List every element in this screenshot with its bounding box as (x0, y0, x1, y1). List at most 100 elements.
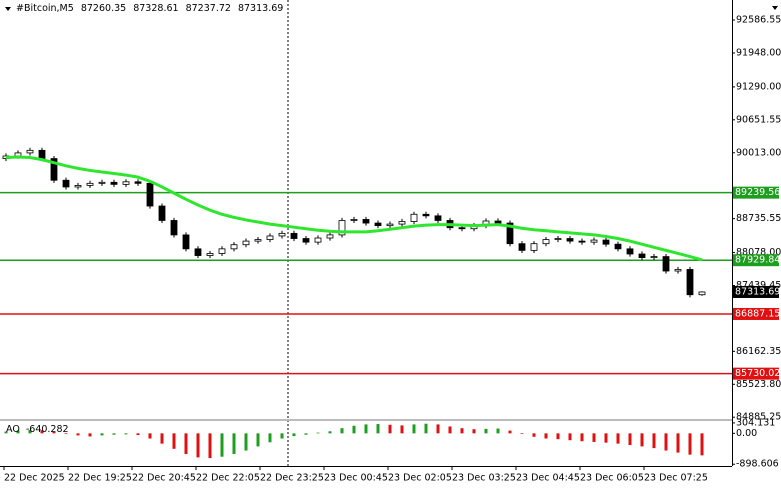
level-label: 85730.02 (735, 368, 780, 379)
candle-body (518, 243, 526, 251)
candle-body (458, 227, 466, 230)
candle-body (98, 181, 106, 184)
current-price-box (733, 285, 779, 298)
candle-body (410, 213, 418, 222)
candle-body (314, 237, 322, 243)
candle-body (218, 248, 226, 254)
level-label: 87929.84 (735, 255, 780, 266)
ao-bar (604, 433, 608, 443)
current-price-label: 87313.69 (735, 286, 780, 297)
candle-body (62, 179, 70, 188)
x-tick-label: 23 Dec 07:25 (644, 473, 708, 484)
ao-tick-label: 0.00 (736, 428, 757, 439)
candle-body (638, 253, 646, 259)
x-tick-label: 23 Dec 03:25 (452, 473, 516, 484)
ao-tick-label: -898.606 (736, 459, 779, 470)
panel-divider (0, 419, 732, 421)
candle-body (674, 269, 682, 272)
y-tick-label: 91948.00 (736, 47, 781, 58)
candle-body (110, 181, 118, 185)
ao-bar (136, 433, 140, 436)
ao-bar (508, 430, 512, 434)
ao-bar (640, 433, 644, 447)
ao-bar (40, 430, 44, 434)
ao-tick-label: 304.131 (736, 417, 775, 428)
x-tick-label: 22 Dec 20:45 (132, 473, 196, 484)
ao-bar (256, 433, 260, 447)
y-tick-label: 86162.35 (736, 346, 781, 357)
ao-value: -640.282 (25, 424, 69, 435)
ao-bar (160, 433, 164, 444)
moving-average (5, 155, 703, 262)
candle-body (290, 232, 298, 239)
ao-bar (4, 431, 8, 434)
ao-bar (436, 424, 440, 434)
level-label-box (733, 254, 779, 267)
x-tick-label: 23 Dec 04:45 (516, 473, 580, 484)
candle-body (86, 182, 94, 186)
ao-bar (304, 433, 308, 435)
ao-bar (460, 428, 464, 434)
candle-body (134, 181, 142, 184)
ao-bar (544, 433, 548, 439)
ao-bar (616, 433, 620, 444)
symbol-title: #Bitcoin,M5 (16, 3, 74, 14)
ao-bar (352, 425, 356, 434)
ao-bar (472, 429, 476, 434)
candle-body (170, 220, 178, 236)
ao-bar (568, 433, 572, 441)
candle-body (566, 238, 574, 242)
candle-body (602, 239, 610, 245)
ao-bar (196, 433, 200, 458)
ao-bar (556, 433, 560, 440)
ao-bar (76, 433, 80, 436)
ao-bar (532, 433, 536, 437)
ao-bar (244, 433, 248, 451)
ao-bar (52, 431, 56, 434)
candle-body (242, 240, 250, 246)
scroll-arrow[interactable] (772, 6, 778, 10)
candle-body (26, 149, 34, 154)
candle-body (182, 234, 190, 250)
ao-bar (652, 433, 656, 449)
ao-bar (292, 433, 296, 437)
menu-arrow[interactable] (5, 7, 11, 11)
header-close: 87313.69 (237, 3, 284, 14)
candle-body (158, 205, 166, 221)
ao-bar (484, 428, 488, 434)
ao-bar (628, 433, 632, 446)
candle-body (554, 238, 562, 240)
candle-body (74, 185, 82, 188)
candle-body (506, 222, 514, 245)
candle-body (350, 219, 358, 221)
header-open: 87260.35 (80, 3, 127, 14)
candle-body (662, 256, 670, 272)
candle-body (230, 244, 238, 250)
candle-body (374, 222, 382, 227)
candle-body (626, 248, 634, 255)
candle-body (686, 269, 694, 296)
ao-header: AO -640.282 (6, 424, 72, 435)
candle-body (362, 219, 370, 224)
candle-body (386, 223, 394, 227)
candle-body (326, 234, 334, 239)
x-tick-label: 22 Dec 19:25 (68, 473, 132, 484)
y-tick-label: 85523.80 (736, 379, 781, 390)
candle-body (494, 220, 502, 224)
candle-body (122, 181, 130, 185)
candle-body (302, 238, 310, 243)
x-tick-label: 23 Dec 06:05 (580, 473, 644, 484)
y-tick-label: 90651.55 (736, 114, 781, 125)
candle-body (254, 239, 262, 242)
level-label-box (733, 186, 779, 199)
x-tick-label: 22 Dec 2025 (4, 473, 65, 484)
ao-bar (400, 425, 404, 434)
ao-bar (520, 433, 524, 435)
candle-body (422, 213, 430, 217)
y-tick-label: 88078.00 (736, 247, 781, 258)
candle-body (698, 291, 706, 296)
candle-body (50, 158, 58, 181)
candle-body (338, 220, 346, 236)
ao-bar (184, 433, 188, 454)
